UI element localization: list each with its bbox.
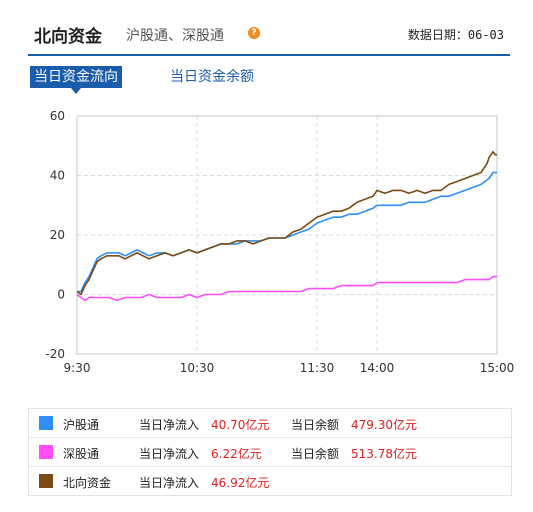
legend-name: 北向资金 bbox=[63, 476, 112, 490]
balance-label: 当日余额 bbox=[291, 447, 340, 461]
data-date: 数据日期：06-03 bbox=[407, 28, 504, 42]
y-tick-label: 40 bbox=[50, 169, 65, 183]
y-tick-label: -20 bbox=[45, 347, 65, 361]
inflow-value: 40.70亿元 bbox=[211, 418, 270, 432]
inflow-label: 当日净流入 bbox=[139, 418, 200, 432]
x-tick-label: 14:00 bbox=[360, 361, 395, 375]
y-tick-label: 20 bbox=[50, 228, 65, 242]
page-subtitle: 沪股通、深股通 bbox=[126, 28, 224, 44]
y-tick-label: 60 bbox=[50, 109, 65, 123]
legend-name: 沪股通 bbox=[63, 418, 100, 432]
y-tick-label: 0 bbox=[57, 288, 65, 302]
x-tick-label: 15:00 bbox=[480, 361, 515, 375]
inflow-label: 当日净流入 bbox=[139, 476, 200, 490]
x-tick-label: 10:30 bbox=[180, 361, 215, 375]
balance-value: 513.78亿元 bbox=[351, 447, 417, 461]
panel-header: 北向资金 沪股通、深股通 ? 数据日期：06-03 bbox=[28, 18, 510, 56]
legend-row-north: 北向资金 当日净流入 46.92亿元 bbox=[29, 467, 511, 495]
x-tick-label: 11:30 bbox=[300, 361, 335, 375]
flow-chart: -20 0 20 40 60 9:30 10:30 11:30 14:00 15:00 bbox=[45, 109, 515, 375]
inflow-value: 6.22亿元 bbox=[211, 447, 262, 461]
inflow-label: 当日净流入 bbox=[139, 447, 200, 461]
x-tick-label: 9:30 bbox=[64, 361, 91, 375]
balance-value: 479.30亿元 bbox=[351, 418, 417, 432]
legend-row-sz: 深股通 当日净流入 6.22亿元 当日余额 513.78亿元 bbox=[29, 438, 511, 467]
legend-swatch-sh bbox=[39, 416, 53, 430]
inflow-value: 46.92亿元 bbox=[211, 476, 270, 490]
tab-daily-balance[interactable]: 当日资金余额 bbox=[170, 69, 254, 85]
question-mark-icon[interactable]: ? bbox=[248, 27, 260, 39]
balance-label: 当日余额 bbox=[291, 418, 340, 432]
plot-frame bbox=[76, 115, 498, 355]
tab-daily-flow[interactable]: 当日资金流向 bbox=[30, 66, 122, 94]
series-line-sz bbox=[76, 275, 497, 302]
legend-row-sh: 沪股通 当日净流入 40.70亿元 当日余额 479.30亿元 bbox=[29, 409, 511, 438]
legend-swatch-north bbox=[39, 474, 53, 488]
series-line-north bbox=[76, 150, 497, 296]
legend-swatch-sz bbox=[39, 445, 53, 459]
legend-table: 沪股通 当日净流入 40.70亿元 当日余额 479.30亿元 深股通 当日净流… bbox=[28, 408, 512, 496]
legend-name: 深股通 bbox=[63, 447, 100, 461]
page-title: 北向资金 bbox=[34, 27, 102, 47]
